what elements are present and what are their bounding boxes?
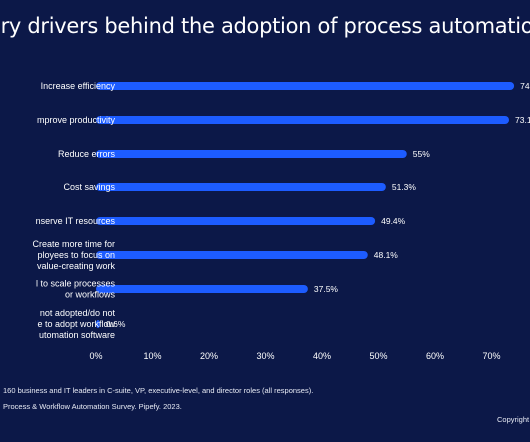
x-tick-label: 20% xyxy=(200,351,218,361)
bar xyxy=(96,251,368,259)
bar-value-label: 74 xyxy=(520,81,530,91)
footnote-source: Process & Workflow Automation Survey. Pi… xyxy=(3,402,182,411)
bar-value-label: 37.5% xyxy=(314,284,339,294)
bar xyxy=(96,285,308,293)
category-label: nserve IT resources xyxy=(36,216,116,226)
x-tick-label: 60% xyxy=(426,351,444,361)
category-label: utomation software xyxy=(39,330,115,340)
bar xyxy=(96,116,510,124)
category-label: l to scale processes xyxy=(36,279,116,289)
x-tick-label: 0% xyxy=(89,351,102,361)
x-tick-label: 40% xyxy=(313,351,331,361)
category-label: ployees to focus on xyxy=(37,250,115,260)
category-label: e to adopt workflow xyxy=(37,319,115,329)
category-label: Cost savings xyxy=(63,182,115,192)
category-label: value-creating work xyxy=(37,261,116,271)
x-tick-label: 50% xyxy=(369,351,387,361)
category-label: Reduce errors xyxy=(58,149,116,159)
bar-value-label: 51.3% xyxy=(392,182,417,192)
x-tick-label: 10% xyxy=(143,351,161,361)
category-label: or workflows xyxy=(65,290,116,300)
category-label: mprove productivity xyxy=(37,115,116,125)
bar-value-label: 48.1% xyxy=(374,250,399,260)
chart-title: ary drivers behind the adoption of proce… xyxy=(0,14,530,38)
bar-value-label: 55% xyxy=(413,149,430,159)
bar-value-label: 49.4% xyxy=(381,216,406,226)
bar xyxy=(96,183,386,191)
category-label: Create more time for xyxy=(32,239,115,249)
footnote-sample: 160 business and IT leaders in C-suite, … xyxy=(3,386,314,395)
x-tick-label: 70% xyxy=(482,351,500,361)
x-tick-label: 30% xyxy=(256,351,274,361)
footnote-copyright: Copyright © xyxy=(497,415,530,424)
bar xyxy=(96,150,407,158)
bar xyxy=(96,217,376,225)
bar-value-label: 73.1 xyxy=(515,115,530,125)
category-label: Increase efficiency xyxy=(41,81,116,91)
bar xyxy=(96,82,515,90)
bar-value-label: 0.6% xyxy=(106,319,126,329)
bar xyxy=(96,320,100,328)
category-label: not adopted/do not xyxy=(40,308,116,318)
